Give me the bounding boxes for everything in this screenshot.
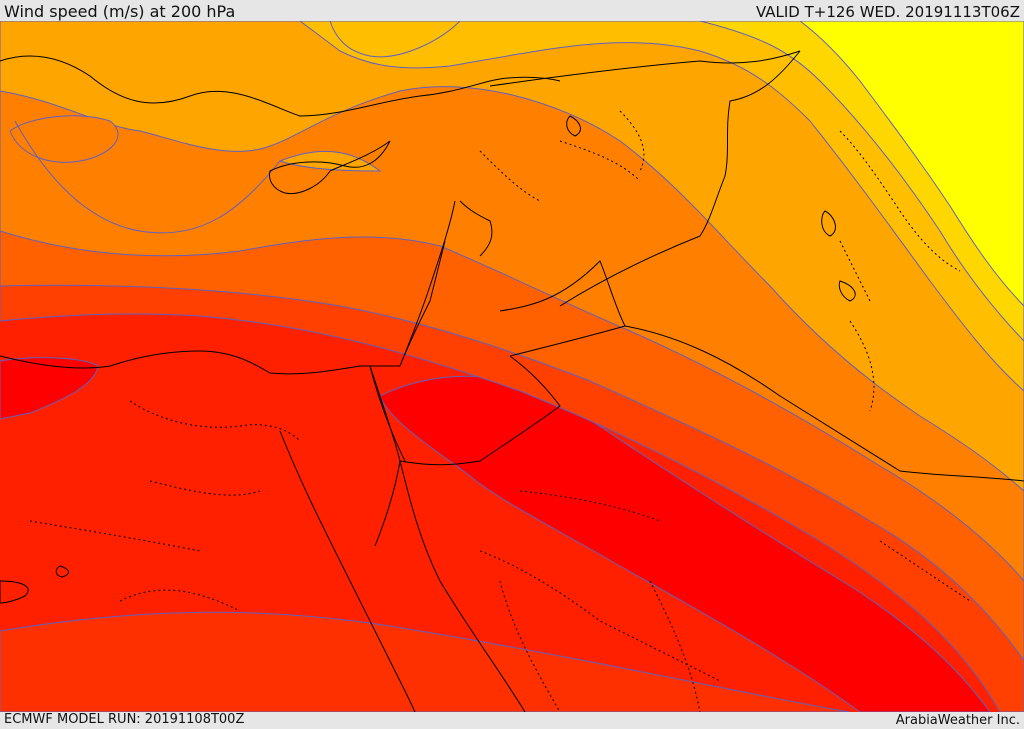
map-title: Wind speed (m/s) at 200 hPa	[4, 2, 236, 21]
band-orange-mid	[14, 120, 382, 234]
egypt-coast	[0, 350, 400, 375]
levant-coast	[399, 200, 456, 367]
red-sea-west	[279, 430, 416, 712]
iraq-saudi-border	[624, 325, 1024, 482]
cyprus-coast	[269, 140, 391, 195]
turkey-coast	[0, 55, 561, 117]
band-orange-top	[9, 115, 119, 163]
band-amber	[299, 21, 1024, 392]
lake-2	[821, 210, 836, 237]
band-red-orange-bottom	[0, 611, 851, 712]
model-run-label: ECMWF MODEL RUN: 20191108T00Z	[4, 712, 245, 727]
band-amber-patch	[329, 21, 461, 58]
borders	[369, 50, 1024, 482]
lake-3	[838, 280, 856, 302]
lake-5	[0, 580, 29, 604]
lake-4	[55, 565, 69, 578]
header-bar: Wind speed (m/s) at 200 hPa VALID T+126 …	[0, 0, 1024, 21]
footer-bar: ECMWF MODEL RUN: 20191108T00Z ArabiaWeat…	[0, 712, 1024, 729]
lake-1	[566, 115, 581, 137]
egypt-sinai	[369, 365, 406, 462]
band-yellow	[799, 21, 1024, 307]
syria-border-north	[489, 50, 801, 87]
lakes	[0, 115, 856, 604]
credit-label: ArabiaWeather Inc.	[895, 713, 1020, 728]
syria-iraq-border	[559, 50, 801, 307]
israel-border	[399, 240, 446, 367]
map-canvas	[0, 21, 1024, 712]
valid-time: VALID T+126 WED. 20191113T06Z	[755, 3, 1020, 21]
lebanon-syria	[459, 200, 493, 257]
wind-speed-map[interactable]	[0, 21, 1024, 712]
red-sea-east	[399, 460, 526, 712]
band-light-orange	[0, 21, 1024, 492]
jordan-border	[499, 260, 626, 357]
admin-boundaries	[29, 110, 971, 712]
saudi-border	[399, 355, 561, 466]
band-red-west	[0, 357, 99, 420]
